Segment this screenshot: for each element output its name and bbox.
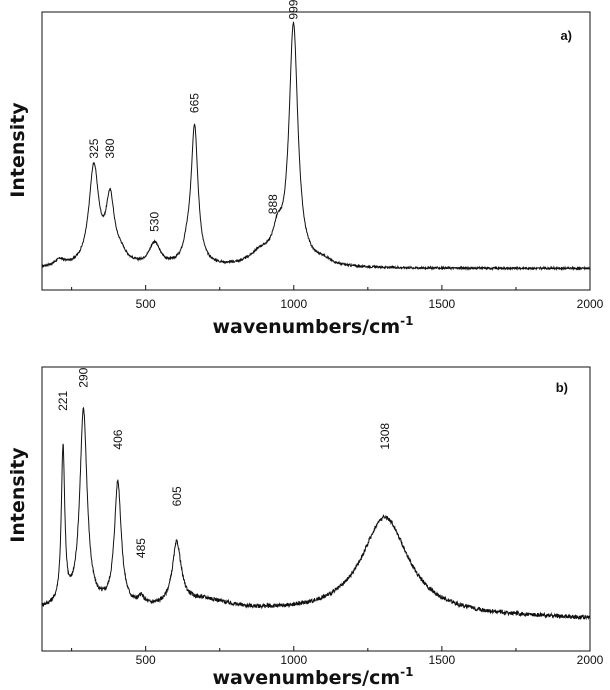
x-ticks-a: 500 1000 1500 2000 bbox=[71, 285, 604, 311]
x-axis-title-a-sup: -1 bbox=[400, 314, 413, 328]
spectrum-line-a bbox=[41, 21, 591, 272]
peak-label-665: 665 bbox=[188, 93, 202, 113]
peak-label-1308: 1308 bbox=[378, 423, 392, 450]
peak-label-325: 325 bbox=[87, 138, 101, 158]
y-axis-title-a: Intensity bbox=[7, 102, 29, 198]
x-tick-label: 1500 bbox=[429, 297, 456, 311]
peak-label-888: 888 bbox=[266, 194, 280, 214]
x-axis-title-b-sup: -1 bbox=[400, 665, 413, 679]
panel-label-b: b) bbox=[556, 380, 568, 395]
spectrum-line-b bbox=[41, 406, 591, 621]
peak-label-406: 406 bbox=[111, 429, 125, 449]
peak-label-605: 605 bbox=[170, 486, 184, 506]
x-axis-title-a: wavenumbers/cm-1 bbox=[212, 314, 413, 338]
x-tick-label: 2000 bbox=[577, 297, 604, 311]
plot-frame-a bbox=[41, 11, 591, 291]
panel-label-a: a) bbox=[560, 28, 572, 43]
peak-label-999: 999 bbox=[287, 0, 301, 20]
chart-panel-a: 500 1000 1500 2000 325 380 530 665 888 999 a) In… bbox=[7, 0, 604, 338]
peak-labels-b: 221 290 406 485 605 1308 bbox=[56, 367, 392, 558]
x-tick-label: 2000 bbox=[577, 653, 604, 667]
peak-labels-a: 325 380 530 665 888 999 bbox=[87, 0, 301, 232]
x-tick-label: 1000 bbox=[280, 653, 307, 667]
peak-label-380: 380 bbox=[103, 138, 117, 158]
x-tick-label: 1500 bbox=[429, 653, 456, 667]
y-axis-title-b: Intensity bbox=[7, 447, 29, 543]
peak-label-221: 221 bbox=[56, 391, 70, 411]
x-axis-title-b: wavenumbers/cm-1 bbox=[212, 665, 413, 689]
x-tick-label: 500 bbox=[136, 297, 156, 311]
x-tick-label: 500 bbox=[136, 653, 156, 667]
peak-label-290: 290 bbox=[77, 367, 91, 387]
x-axis-title-a-main: wavenumbers/cm bbox=[212, 316, 400, 338]
peak-label-485: 485 bbox=[134, 538, 148, 558]
peak-label-530: 530 bbox=[148, 212, 162, 232]
chart-panel-b: 500 1000 1500 2000 221 290 406 485 605 1308 b) I… bbox=[7, 366, 604, 689]
x-tick-label: 1000 bbox=[280, 297, 307, 311]
x-ticks-b: 500 1000 1500 2000 bbox=[71, 646, 604, 667]
plot-frame-b bbox=[41, 366, 591, 652]
x-axis-title-b-main: wavenumbers/cm bbox=[212, 667, 400, 689]
